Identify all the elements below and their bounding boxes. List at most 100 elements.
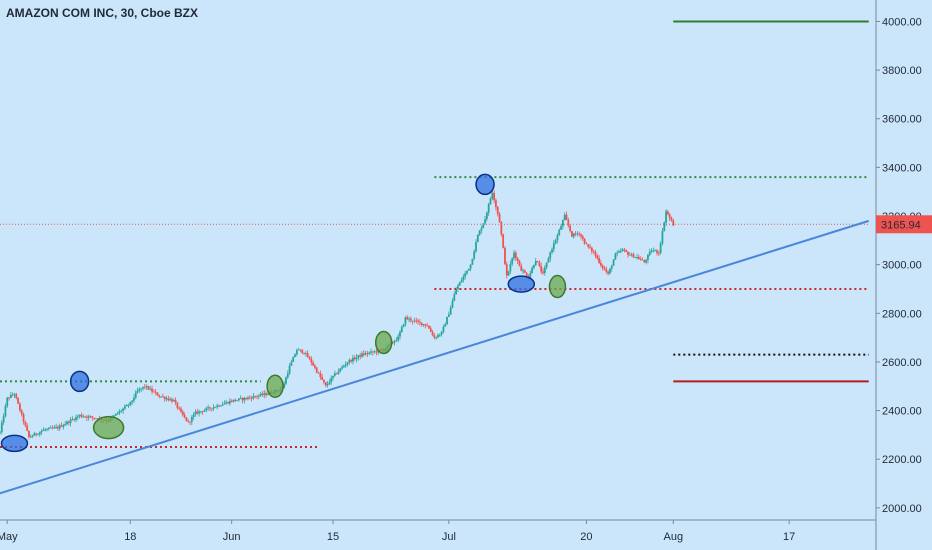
- candle-down: [498, 213, 501, 222]
- candle-down: [308, 357, 311, 359]
- candle-down: [210, 408, 213, 410]
- candle-up: [123, 406, 126, 409]
- candle-down: [19, 403, 21, 411]
- candle-up: [49, 427, 52, 429]
- candle-up: [609, 268, 611, 274]
- candle-down: [525, 272, 528, 277]
- candle-up: [442, 326, 445, 332]
- price-tick-label: 2000.00: [882, 503, 922, 515]
- candle-up: [118, 411, 121, 414]
- candle-down: [585, 243, 588, 245]
- low-marker-ellipse[interactable]: [507, 275, 536, 293]
- candle-up: [69, 419, 72, 423]
- candle-up: [138, 389, 141, 391]
- candle-up: [328, 382, 331, 385]
- candle-up: [304, 353, 307, 355]
- candle-down: [158, 395, 161, 397]
- candle-up: [133, 397, 135, 401]
- low-marker-ellipse[interactable]: [0, 434, 29, 453]
- candle-down: [500, 221, 503, 235]
- candle-up: [364, 353, 367, 355]
- candle-down: [187, 420, 190, 422]
- candle-up: [223, 403, 226, 405]
- candle-up: [37, 434, 39, 435]
- candle-up: [373, 351, 376, 353]
- candle-up: [31, 435, 34, 437]
- candle-up: [125, 404, 128, 407]
- trend-lines-group: [0, 219, 870, 495]
- candle-up: [489, 198, 492, 205]
- candle-down: [51, 427, 54, 429]
- candle-down: [623, 249, 626, 251]
- candle-up: [453, 294, 456, 301]
- candle-up: [647, 254, 649, 260]
- candle-up: [259, 393, 262, 396]
- candle-down: [183, 414, 186, 418]
- candle-up: [361, 353, 363, 357]
- candle-down: [516, 258, 519, 261]
- candle-up: [652, 250, 655, 252]
- trend-line[interactable]: [0, 219, 870, 495]
- candle-up: [552, 243, 555, 250]
- touch-marker-ellipse[interactable]: [266, 374, 284, 398]
- touch-marker-ellipse[interactable]: [374, 330, 393, 355]
- candle-down: [493, 192, 496, 201]
- candle-down: [15, 394, 18, 398]
- candle-down: [594, 251, 597, 256]
- candle-up: [513, 252, 515, 259]
- price-tick-label: 3000.00: [882, 260, 922, 272]
- candle-down: [324, 382, 327, 386]
- candle-down: [656, 250, 658, 253]
- candle-up: [422, 324, 425, 326]
- candle-up: [665, 211, 667, 223]
- candle-down: [317, 372, 320, 374]
- time-tick-label: 20: [580, 531, 592, 543]
- candle-down: [632, 254, 635, 258]
- candle-up: [263, 393, 266, 395]
- candle-up: [4, 405, 7, 417]
- candle-up: [545, 262, 548, 268]
- candle-down: [350, 360, 353, 362]
- price-tick-label: 2800.00: [882, 308, 922, 320]
- candle-up: [529, 273, 532, 278]
- candle-up: [252, 396, 255, 399]
- candle-up: [216, 405, 219, 407]
- price-tick-label: 3800.00: [882, 65, 922, 77]
- candle-down: [303, 352, 305, 354]
- candle-up: [346, 362, 349, 365]
- candle-down: [230, 400, 233, 402]
- candle-up: [618, 251, 620, 253]
- time-axis-ticks[interactable]: May 18 Jun 15 Jul 20 Aug 17: [0, 520, 795, 543]
- candle-up: [332, 375, 334, 378]
- high-marker-ellipse[interactable]: [69, 370, 90, 393]
- candle-up: [200, 411, 202, 413]
- candle-down: [419, 321, 421, 323]
- touch-marker-ellipse[interactable]: [92, 415, 125, 440]
- candle-down: [256, 396, 258, 398]
- candle-up: [563, 214, 566, 221]
- candle-up: [283, 383, 286, 389]
- candle-up: [131, 400, 134, 402]
- price-tick-label: 2400.00: [882, 406, 922, 418]
- candle-up: [511, 258, 514, 264]
- candle-down: [565, 214, 568, 220]
- candle-down: [95, 418, 97, 420]
- candle-down: [299, 349, 302, 351]
- candle-down: [580, 234, 582, 237]
- candle-down: [359, 355, 362, 357]
- candle-down: [542, 271, 544, 274]
- high-marker-ellipse[interactable]: [475, 173, 495, 196]
- candle-up: [288, 365, 291, 374]
- price-tick-label: 3400.00: [882, 162, 922, 174]
- candle-up: [9, 394, 12, 398]
- candle-up: [40, 430, 43, 433]
- candle-up: [113, 415, 115, 417]
- touch-marker-ellipse[interactable]: [548, 274, 567, 299]
- candle-down: [312, 362, 315, 366]
- candle-up: [66, 421, 68, 425]
- candle-down: [84, 416, 86, 418]
- candle-down: [605, 269, 608, 272]
- candle-up: [509, 263, 512, 272]
- candle-up: [78, 414, 81, 417]
